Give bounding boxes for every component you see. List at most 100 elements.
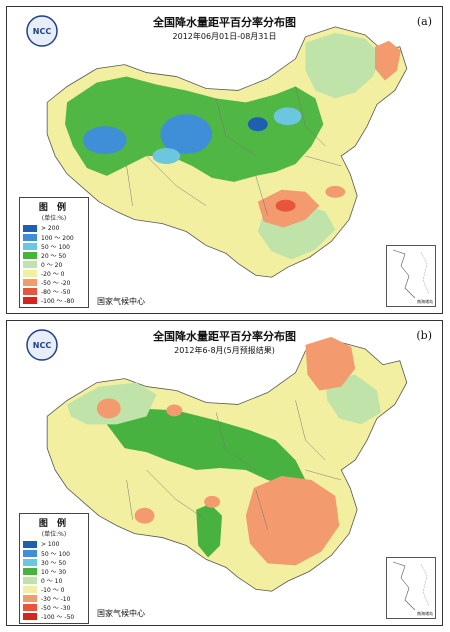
map-title: 全国降水量距平百分率分布图 [153,330,296,343]
legend-item: -50 ～ -20 [23,278,85,287]
ncc-logo-icon: NCC [26,329,58,361]
panel-label: (a) [416,15,432,28]
legend-range-label: 100 ～ 200 [41,235,74,242]
region-green [106,408,306,488]
region-blue-3 [247,117,268,132]
region-orange-nw [166,404,183,417]
legend-item: 30 ～ 50 [23,558,85,567]
legend-swatch [23,541,37,548]
legend: 图 例 (单位:%) > 200 100 ～ 200 50 ～ 100 20 ～ 50… [19,197,89,308]
legend-swatch [23,595,37,602]
svg-text:NCC: NCC [33,27,52,36]
legend-swatch [23,225,37,232]
legend-swatch [23,586,37,593]
legend-swatch [23,550,37,557]
region-orange-sichuan [204,495,221,508]
legend-range-label: 30 ～ 50 [41,560,67,567]
map-panel-b: NCC 全国降水量距平百分率分布图 2012年6-8月(5月预报结果) (b) … [6,320,443,626]
legend-swatch [23,568,37,575]
legend-item: -100 ～ -50 [23,612,85,621]
legend: 图 例 (单位:%) > 100 50 ～ 100 30 ～ 50 10 ～ 30 0 … [19,513,89,624]
region-blue-2 [160,114,213,155]
legend-swatch [23,288,37,295]
legend-swatch [23,234,37,241]
legend-swatch [23,279,37,286]
legend-range-label: -10 ～ 0 [41,587,65,594]
legend-range-label: 50 ～ 100 [41,244,70,251]
inset-label: 南海诸岛 [417,299,433,304]
legend-item: > 200 [23,224,85,233]
panel-label: (b) [416,329,432,342]
legend-item: -20 ～ 0 [23,269,85,278]
legend-swatch [23,297,37,304]
legend-item: 100 ～ 200 [23,233,85,242]
legend-item: 0 ～ 20 [23,260,85,269]
ncc-logo-icon: NCC [26,15,58,47]
legend-swatch [23,261,37,268]
svg-text:NCC: NCC [33,341,52,350]
inset-label: 南海诸岛 [417,611,433,616]
legend-item: 20 ～ 50 [23,251,85,260]
region-lightgreen-2 [325,374,381,425]
precipitation-map-a [46,26,408,278]
legend-item: -10 ～ 0 [23,585,85,594]
legend-item: 10 ～ 30 [23,567,85,576]
map-subtitle: 2012年06月01日-08月31日 [172,32,277,41]
region-blue-1 [82,126,127,155]
inset-map-icon [392,249,430,299]
south-china-sea-inset: 南海诸岛 [386,557,436,619]
legend-item: 0 ～ 10 [23,576,85,585]
legend-swatch [23,252,37,259]
legend-item: 50 ～ 100 [23,242,85,251]
legend-range-label: -50 ～ -30 [41,605,71,612]
legend-range-label: -100 ～ -80 [41,298,75,305]
legend-range-label: -80 ～ -50 [41,289,71,296]
region-orange-tibet [134,507,155,524]
legend-item: -80 ～ -50 [23,287,85,296]
region-orange-south [245,475,340,566]
legend-item: > 100 [23,540,85,549]
legend-range-label: 10 ～ 30 [41,569,67,576]
legend-unit: (单位:%) [41,215,67,222]
legend-swatch [23,604,37,611]
legend-range-label: 20 ～ 50 [41,253,67,260]
region-orange-3 [325,185,346,198]
legend-item: 50 ～ 100 [23,549,85,558]
source-label: 国家气候中心 [97,609,145,618]
legend-swatch [23,577,37,584]
legend-item: -100 ～ -80 [23,296,85,305]
legend-range-label: -100 ～ -50 [41,614,75,621]
legend-title: 图 例 [38,519,70,529]
region-cyan-1 [152,148,181,164]
legend-swatch [23,559,37,566]
legend-range-label: > 200 [41,225,60,232]
legend-swatch [23,270,37,277]
legend-item: -50 ～ -30 [23,603,85,612]
legend-range-label: -30 ～ -10 [41,596,71,603]
legend-item: -30 ～ -10 [23,594,85,603]
region-orange-2 [375,40,401,81]
source-label: 国家气候中心 [97,297,145,306]
region-red-1 [275,199,296,212]
legend-range-label: -20 ～ 0 [41,271,65,278]
region-orange-north [305,336,356,391]
legend-swatch [23,243,37,250]
inset-map-icon [392,561,430,611]
legend-rows: > 200 100 ～ 200 50 ～ 100 20 ～ 50 0 ～ 20 -20 ～… [23,224,85,305]
province-borders [126,86,342,216]
province-borders [126,400,342,530]
legend-range-label: -50 ～ -20 [41,280,71,287]
map-title: 全国降水量距平百分率分布图 [153,16,296,29]
map-panel-a: NCC 全国降水量距平百分率分布图 2012年06月01日-08月31日 (a)… [6,6,443,314]
legend-unit: (单位:%) [41,531,67,538]
south-china-sea-inset: 南海诸岛 [386,245,436,307]
legend-rows: > 100 50 ～ 100 30 ～ 50 10 ～ 30 0 ～ 10 -10 ～ 0… [23,540,85,621]
legend-range-label: > 100 [41,541,60,548]
legend-range-label: 50 ～ 100 [41,551,70,558]
region-lightgreen [305,32,381,99]
map-subtitle: 2012年6-8月(5月预报结果) [174,346,275,355]
legend-range-label: 0 ～ 10 [41,578,63,585]
precipitation-map-b [46,336,408,592]
legend-swatch [23,613,37,620]
region-orange-west [96,398,121,419]
